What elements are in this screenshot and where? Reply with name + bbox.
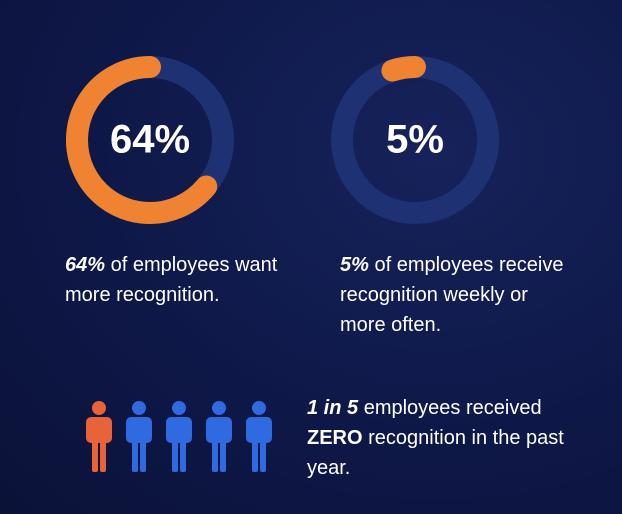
caption-text: recognition in the past year.	[307, 427, 564, 479]
caption-1: 64% of employees want more recognition.	[65, 250, 315, 310]
gauge-label: 5%	[386, 118, 444, 162]
caption-text: of employees receive recognition weekly …	[340, 254, 564, 336]
caption-bold: 5%	[340, 254, 369, 276]
caption-bold: 1 in 5	[307, 397, 359, 419]
person-highlighted	[86, 401, 112, 472]
gauge-arc	[66, 56, 218, 224]
caption-text: of employees want more recognition.	[65, 254, 278, 306]
caption-3: 1 in 5 employees received ZERO recogniti…	[307, 393, 587, 483]
gauge-label: 64%	[110, 118, 190, 162]
gauge-arc	[381, 56, 426, 82]
caption-bold: ZERO	[307, 427, 363, 449]
person	[126, 401, 272, 472]
person-icons	[86, 401, 272, 472]
caption-bold: 64%	[65, 254, 106, 276]
caption-text: employees received	[363, 397, 542, 419]
caption-2: 5% of employees receive recognition week…	[340, 250, 570, 340]
